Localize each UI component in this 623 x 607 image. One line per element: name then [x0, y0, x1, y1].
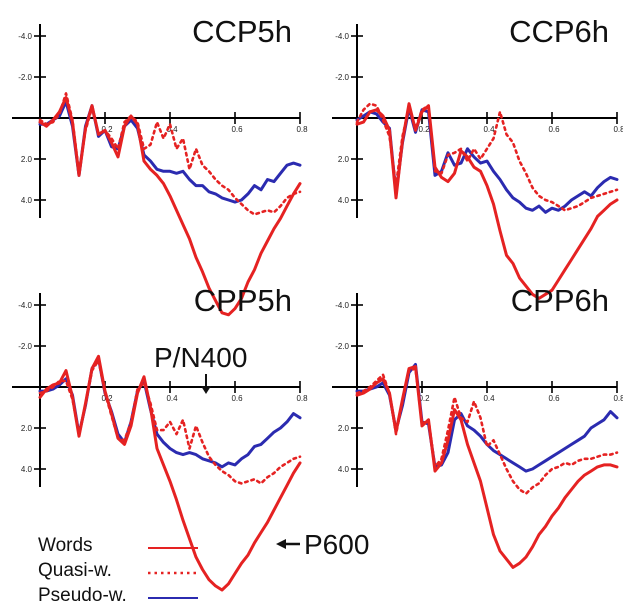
y-tick-label: -2.0 [18, 342, 32, 351]
y-tick-label: -4.0 [18, 32, 32, 41]
series-words [355, 102, 619, 300]
y-tick-label: -2.0 [18, 73, 32, 82]
panel-title: CPP6h [511, 283, 609, 318]
annotation-p600: P600 [304, 529, 369, 560]
x-tick-label: 0.4 [483, 394, 495, 403]
series-pseudo-w [38, 356, 302, 469]
y-tick-label: 2.0 [338, 424, 350, 433]
x-tick-label: 0.4 [166, 125, 178, 134]
series-pseudo-w [355, 362, 619, 473]
series-quasi-w [38, 359, 302, 485]
y-tick-label: 4.0 [21, 465, 33, 474]
y-tick-label: -4.0 [335, 32, 349, 41]
series-words [38, 354, 302, 592]
y-tick-label: -4.0 [18, 301, 32, 310]
x-tick-label: 0.8 [296, 125, 308, 134]
y-tick-label: 2.0 [21, 155, 33, 164]
x-tick-label: 0.2 [101, 125, 113, 134]
x-tick-label: 0.4 [483, 125, 495, 134]
x-tick-label: 0.8 [613, 394, 623, 403]
legend-label-quasi: Quasi-w. [38, 560, 112, 581]
x-tick-label: 0.4 [166, 394, 178, 403]
y-tick-label: 2.0 [21, 424, 33, 433]
panel-ccp6h: -4.0 -2.0 2.0 4.0 0.2 0.4 0.6 0.8 CCP6h [332, 14, 623, 300]
x-tick-label: 0.6 [548, 125, 560, 134]
y-tick-label: 4.0 [21, 196, 33, 205]
x-tick-label: 0.2 [418, 125, 430, 134]
series-quasi-w [355, 367, 619, 495]
legend-label-pseudo: Pseudo-w. [38, 585, 127, 606]
series-words [355, 365, 619, 569]
x-tick-label: 0.6 [231, 394, 243, 403]
series-words [38, 96, 302, 317]
y-tick-label: -2.0 [335, 73, 349, 82]
panel-title: CPP5h [194, 283, 292, 318]
x-tick-label: 0.2 [418, 394, 430, 403]
annotation-p600-arrowhead [276, 539, 286, 549]
x-tick-label: 0.8 [296, 394, 308, 403]
legend-label-words: Words [38, 535, 93, 556]
y-tick-label: -2.0 [335, 342, 349, 351]
x-tick-label: 0.6 [548, 394, 560, 403]
annotation-n400: P/N400 [154, 342, 247, 373]
panel-title: CCP5h [192, 14, 292, 49]
y-tick-label: 2.0 [338, 155, 350, 164]
y-tick-label: -4.0 [335, 301, 349, 310]
panel-cpp6h: -4.0 -2.0 2.0 4.0 0.2 0.4 0.6 0.8 CPP6h [332, 283, 623, 569]
y-tick-label: 4.0 [338, 196, 350, 205]
panel-ccp5h: -4.0 -2.0 2.0 4.0 0.2 0.4 0.6 0.8 CCP5h [12, 14, 308, 317]
panel-title: CCP6h [509, 14, 609, 49]
x-tick-label: 0.8 [613, 125, 623, 134]
x-tick-label: 0.6 [231, 125, 243, 134]
annotation-n400-arrowhead [201, 386, 211, 394]
y-tick-label: 4.0 [338, 465, 350, 474]
